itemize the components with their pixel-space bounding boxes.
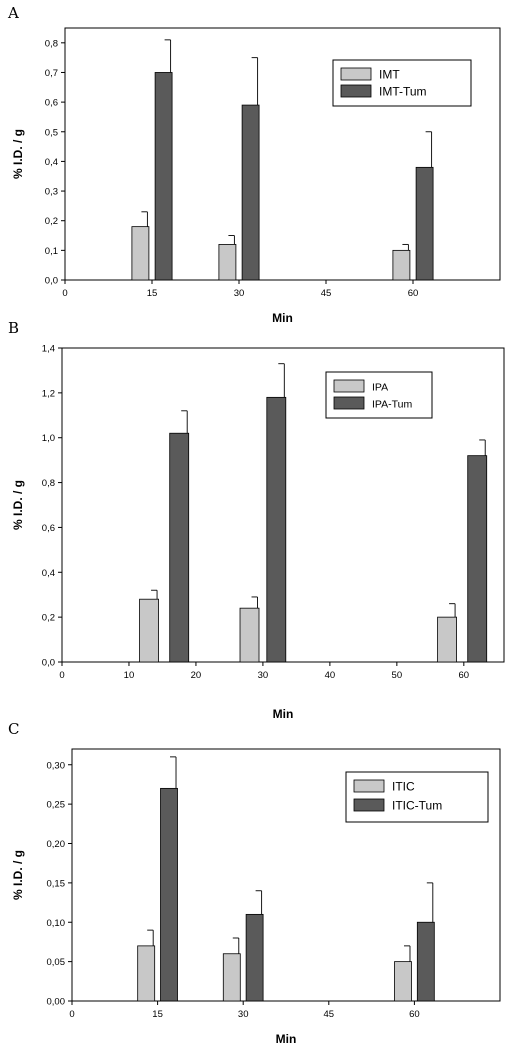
- legend-swatch-c-s1: [353, 798, 385, 812]
- y-tick-label-c: 0,00: [47, 997, 66, 1008]
- legend-label-a-s1: IMT-Tum: [379, 85, 427, 99]
- y-tick-label-a: 0,5: [45, 127, 58, 138]
- bar-a-s0: [218, 244, 237, 281]
- y-tick-label-c: 0,25: [47, 800, 66, 811]
- y-tick-label-a: 0,7: [45, 68, 58, 79]
- y-tick-label-c: 0,30: [47, 760, 66, 771]
- y-tick-label-b: 0,2: [42, 613, 55, 624]
- bar-a-s1: [154, 72, 173, 281]
- bar-b-s1: [266, 396, 287, 663]
- y-tick-label-c: 0,15: [47, 878, 66, 889]
- bar-c-s1: [245, 913, 264, 1002]
- x-tick-label-c: 60: [409, 1009, 420, 1020]
- plot-frame-a: [64, 27, 501, 281]
- bar-a-s0: [392, 249, 411, 281]
- bar-b-s0: [239, 607, 260, 663]
- x-tick-label-a: 0: [62, 288, 67, 299]
- legend-b: IPA IPA-Tum: [325, 371, 433, 419]
- x-tick-label-b: 60: [459, 670, 470, 681]
- bar-b-s1: [169, 432, 190, 663]
- y-tick-label-b: 1,4: [42, 344, 55, 355]
- y-tick-label-a: 0,4: [45, 157, 58, 168]
- y-axis-title-a: % I.D. / g: [11, 129, 25, 179]
- bar-b-s0: [437, 616, 457, 663]
- y-tick-label-b: 0,6: [42, 523, 55, 534]
- legend-label-b-s1: IPA-Tum: [372, 399, 413, 411]
- x-tick-label-c: 0: [69, 1009, 74, 1020]
- bar-a-s1: [415, 166, 434, 281]
- x-tick-label-a: 15: [147, 288, 158, 299]
- y-tick-label-c: 0,20: [47, 839, 66, 850]
- x-axis-title-b: Min: [273, 707, 294, 721]
- bar-c-s0: [394, 961, 412, 1002]
- bar-a-s0: [131, 226, 150, 281]
- x-tick-label-a: 60: [408, 288, 419, 299]
- bar-b-s1: [467, 455, 488, 663]
- bar-c-s1: [416, 921, 435, 1002]
- legend-label-a-s0: IMT: [379, 68, 400, 82]
- y-tick-label-b: 0,0: [42, 658, 55, 669]
- x-tick-label-b: 50: [392, 670, 403, 681]
- panel-a: 0,0 0,1 0,2 0,3 0,4 0,5 0,6 0,7 0,8 0 15 30 45 60 Min%…: [11, 27, 501, 325]
- legend-c: ITIC ITIC-Tum: [345, 771, 489, 823]
- x-tick-label-b: 30: [258, 670, 269, 681]
- y-axis-title-c: % I.D. / g: [11, 850, 25, 900]
- x-tick-label-b: 20: [191, 670, 202, 681]
- y-tick-label-a: 0,6: [45, 98, 58, 109]
- legend-swatch-c-s0: [353, 779, 385, 793]
- bar-c-s0: [137, 945, 156, 1002]
- legend-swatch-b-s1: [333, 396, 365, 410]
- panel-label-c: C: [8, 720, 19, 738]
- y-tick-label-c: 0,05: [47, 957, 66, 968]
- y-tick-label-a: 0,8: [45, 38, 58, 49]
- y-tick-label-a: 0,2: [45, 216, 58, 227]
- y-tick-label-c: 0,10: [47, 918, 66, 929]
- x-axis-title-c: Min: [276, 1032, 297, 1046]
- legend-label-c-s0: ITIC: [392, 780, 415, 794]
- y-tick-label-a: 0,3: [45, 187, 58, 198]
- legend-swatch-b-s0: [333, 379, 365, 393]
- legend-label-c-s1: ITIC-Tum: [392, 799, 442, 813]
- legend-swatch-a-s1: [340, 84, 372, 98]
- y-tick-label-a: 0,0: [45, 276, 58, 287]
- plot-frame-c: [71, 748, 501, 1002]
- x-axis-title-a: Min: [272, 311, 293, 325]
- x-tick-label-b: 10: [124, 670, 135, 681]
- x-tick-label-c: 15: [152, 1009, 163, 1020]
- y-tick-label-b: 1,2: [42, 388, 55, 399]
- y-tick-label-a: 0,1: [45, 246, 58, 257]
- panel-label-b: B: [8, 319, 19, 337]
- bar-b-s0: [139, 598, 159, 663]
- x-tick-label-a: 45: [321, 288, 332, 299]
- legend-label-b-s0: IPA: [372, 382, 388, 394]
- x-tick-label-a: 30: [234, 288, 245, 299]
- bar-c-s1: [160, 787, 178, 1002]
- panel-b: 0,0 0,2 0,4 0,6 0,8 1,0 1,2 1,4 0 10 20 30 40 50 60 Min…: [11, 344, 505, 721]
- bar-a-s1: [241, 104, 260, 281]
- legend-a: IMT IMT-Tum: [332, 59, 472, 107]
- y-axis-title-b: % I.D. / g: [11, 480, 25, 530]
- panel-label-a: A: [7, 4, 19, 22]
- x-tick-label-c: 30: [238, 1009, 249, 1020]
- y-tick-label-b: 0,8: [42, 478, 55, 489]
- panel-c: 0,00 0,05 0,10 0,15 0,20 0,25 0,30 0 15 30 45 60 Min…: [11, 748, 501, 1046]
- legend-box-c: [345, 771, 489, 823]
- y-tick-label-b: 1,0: [42, 433, 55, 444]
- x-tick-label-b: 0: [59, 670, 64, 681]
- y-tick-label-b: 0,4: [42, 568, 55, 579]
- x-tick-label-b: 40: [325, 670, 336, 681]
- bar-c-s0: [222, 953, 241, 1002]
- legend-box-b: [325, 371, 433, 419]
- x-tick-label-c: 45: [324, 1009, 335, 1020]
- legend-swatch-a-s0: [340, 67, 372, 81]
- legend-box-a: [332, 59, 472, 107]
